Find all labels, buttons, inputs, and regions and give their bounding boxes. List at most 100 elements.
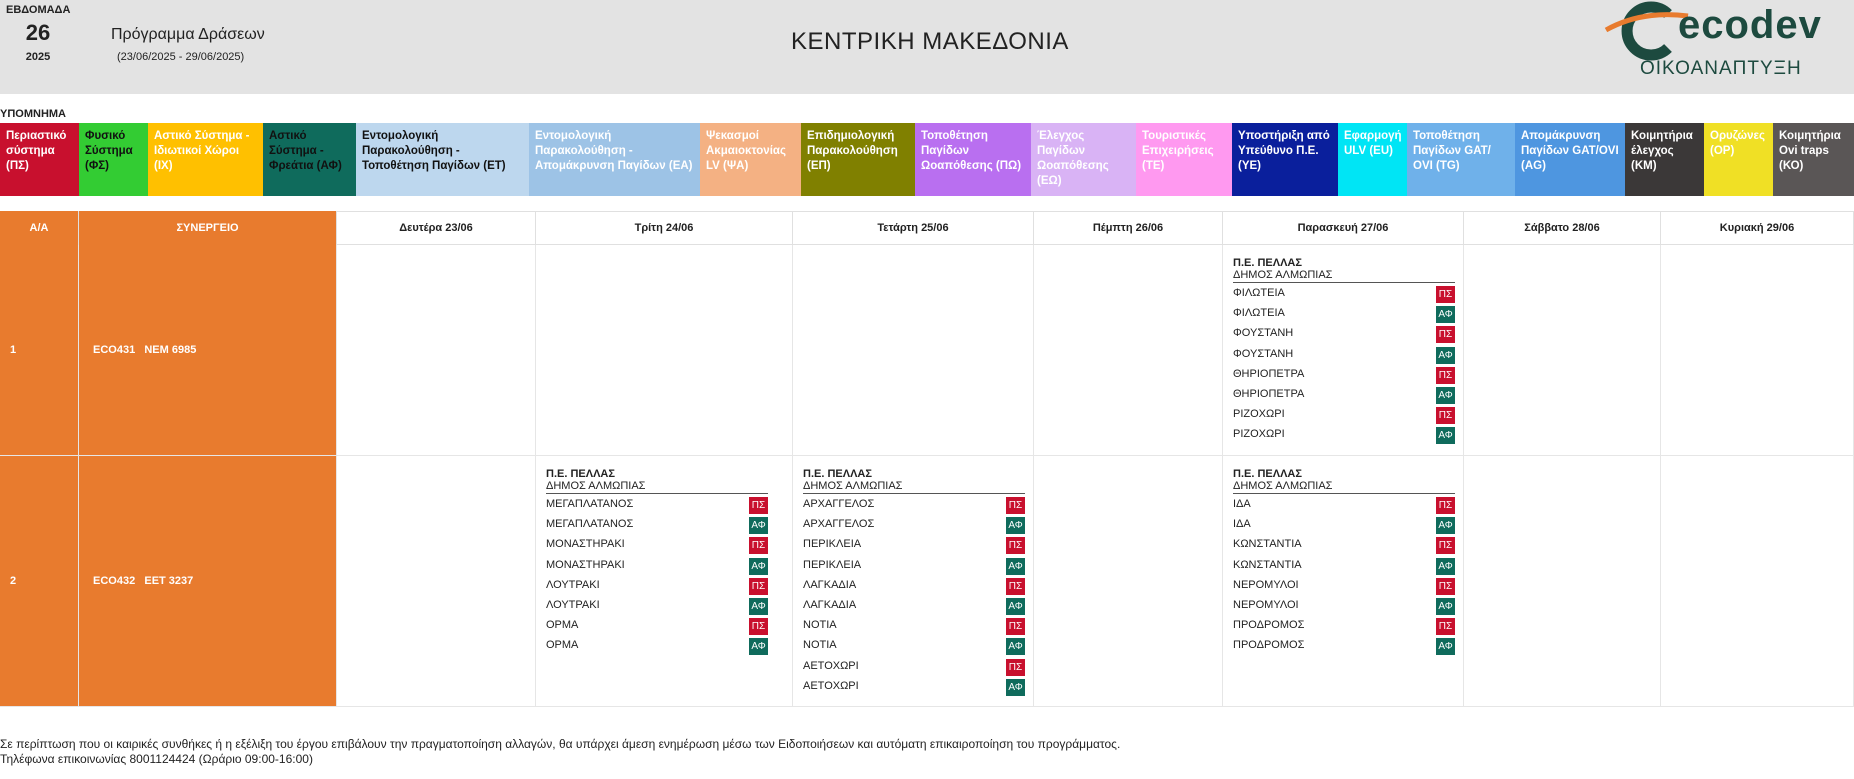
place-name: ΦΙΛΩΤΕΙΑ — [1233, 307, 1285, 320]
list-item: ΦΙΛΩΤΕΙΑ ΑΦ — [1233, 306, 1455, 326]
team-cell: ECO432 ΕΕΤ 3237 — [79, 456, 337, 707]
schedule-cell[interactable] — [1661, 456, 1854, 707]
schedule-cell[interactable] — [1034, 456, 1223, 707]
system-code-badge: ΠΣ — [749, 497, 768, 514]
list-item: ΑΡΧΑΓΓΕΛΟΣ ΠΣ — [803, 497, 1025, 517]
schedule-cell[interactable]: Π.Ε. ΠΕΛΛΑΣ ΔΗΜΟΣ ΑΛΜΩΠΙΑΣ ΦΙΛΩΤΕΙΑ ΠΣ ΦΙΛΩΤ… — [1223, 245, 1464, 456]
place-name: ΟΡΜΑ — [546, 639, 579, 652]
list-item: ΜΟΝΑΣΤΗΡΑΚΙ ΠΣ — [546, 537, 768, 557]
list-item: ΘΗΡΙΟΠΕΤΡΑ ΠΣ — [1233, 366, 1455, 387]
legend-item: Εντομολογική Παρακολούθηση - Τοποθέτηση … — [356, 123, 529, 196]
list-item: ΟΡΜΑ ΑΦ — [546, 638, 768, 658]
schedule-cell[interactable] — [1464, 456, 1661, 707]
schedule-cell[interactable] — [337, 456, 536, 707]
team-name: ECO431 ΝΕΜ 6985 — [93, 343, 197, 356]
system-code-badge: ΑΦ — [749, 638, 768, 656]
list-item: ΛΑΓΚΑΔΙΑ ΠΣ — [803, 577, 1025, 598]
system-code-badge: ΠΣ — [749, 618, 768, 636]
list-item: ΜΕΓΑΠΛΑΤΑΝΟΣ ΠΣ — [546, 497, 768, 517]
legend-item: Ορυζώνες (ΟΡ) — [1704, 123, 1773, 196]
legend-item: Απομάκρυνση Παγίδων GAT/OVI (AG) — [1515, 123, 1625, 196]
footer-phone: Τηλέφωνα επικοινωνίας 8001124424 (Ωράριο… — [0, 752, 313, 766]
schedule-cell[interactable] — [793, 245, 1034, 456]
list-item: ΜΕΓΑΠΛΑΤΑΝΟΣ ΑΦ — [546, 517, 768, 537]
team-header: ΣΥΝΕΡΓΕΙΟ — [79, 211, 337, 245]
place-name: ΡΙΖΟΧΩΡΙ — [1233, 408, 1285, 421]
legend-item: Τοποθέτηση Παγίδων Ωοαπόθεσης (ΠΩ) — [915, 123, 1031, 196]
day-header: Κυριακή 29/06 — [1661, 211, 1854, 245]
municipality-name: ΔΗΜΟΣ ΑΛΜΩΠΙΑΣ — [1233, 480, 1455, 494]
row-number-cell: 2 — [0, 456, 79, 707]
municipality-name: ΔΗΜΟΣ ΑΛΜΩΠΙΑΣ — [803, 480, 1025, 494]
place-name: ΠΕΡΙΚΛΕΙΑ — [803, 538, 862, 551]
list-item: ΠΡΟΔΡΟΜΟΣ ΠΣ — [1233, 618, 1455, 638]
row-number: 2 — [10, 574, 17, 587]
place-name: ΚΩΝΣΤΑΝΤΙΑ — [1233, 558, 1302, 571]
system-code-badge: ΠΣ — [1436, 577, 1455, 595]
system-code-badge: ΠΣ — [1436, 366, 1455, 384]
schedule-cell[interactable] — [1034, 245, 1223, 456]
system-code-badge: ΑΦ — [1436, 346, 1455, 364]
list-item: ΙΔΑ ΑΦ — [1233, 517, 1455, 537]
list-item: ΑΕΤΟΧΩΡΙ ΠΣ — [803, 658, 1025, 679]
program-range: (23/06/2025 - 29/06/2025) — [117, 51, 245, 63]
legend-item: Φυσικό Σύστημα (ΦΣ) — [79, 123, 148, 196]
schedule-cell[interactable]: Π.Ε. ΠΕΛΛΑΣ ΔΗΜΟΣ ΑΛΜΩΠΙΑΣ ΜΕΓΑΠΛΑΤΑΝΟΣ ΠΣ Μ… — [536, 456, 793, 707]
place-name: ΡΙΖΟΧΩΡΙ — [1233, 428, 1285, 441]
place-name: ΠΡΟΔΡΟΜΟΣ — [1233, 639, 1305, 652]
schedule-block: Π.Ε. ΠΕΛΛΑΣ ΔΗΜΟΣ ΑΛΜΩΠΙΑΣ ΜΕΓΑΠΛΑΤΑΝΟΣ ΠΣ Μ… — [546, 468, 768, 659]
system-code-badge: ΑΦ — [1006, 678, 1025, 696]
place-name: ΝΕΡΟΜΥΛΟΙ — [1233, 578, 1299, 591]
list-item: ΛΑΓΚΑΔΙΑ ΑΦ — [803, 597, 1025, 618]
list-item: ΝΕΡΟΜΥΛΟΙ ΠΣ — [1233, 577, 1455, 598]
system-code-badge: ΑΦ — [1436, 306, 1455, 324]
day-header: Πέμπτη 26/06 — [1034, 211, 1223, 245]
schedule-cell[interactable]: Π.Ε. ΠΕΛΛΑΣ ΔΗΜΟΣ ΑΛΜΩΠΙΑΣ ΑΡΧΑΓΓΕΛΟΣ ΠΣ ΑΡΧ… — [793, 456, 1034, 707]
list-item: ΦΟΥΣΤΑΝΗ ΠΣ — [1233, 326, 1455, 346]
list-item: ΜΟΝΑΣΤΗΡΑΚΙ ΑΦ — [546, 557, 768, 578]
schedule-cell[interactable] — [1661, 245, 1854, 456]
schedule-cell[interactable] — [536, 245, 793, 456]
system-code-badge: ΠΣ — [1436, 326, 1455, 344]
list-item: ΘΗΡΙΟΠΕΤΡΑ ΑΦ — [1233, 386, 1455, 407]
unit-name: Π.Ε. ΠΕΛΛΑΣ — [803, 468, 872, 480]
legend-title: ΥΠΟΜΝΗΜΑ — [0, 108, 66, 120]
place-name: ΝΕΡΟΜΥΛΟΙ — [1233, 598, 1299, 611]
place-name: ΝΟΤΙΑ — [803, 639, 837, 652]
place-name: ΛΑΓΚΑΔΙΑ — [803, 598, 857, 611]
place-name: ΜΟΝΑΣΤΗΡΑΚΙ — [546, 558, 625, 571]
system-code-badge: ΑΦ — [749, 597, 768, 615]
place-name: ΙΔΑ — [1233, 518, 1251, 531]
place-name: ΛΟΥΤΡΑΚΙ — [546, 578, 600, 591]
system-code-badge: ΑΦ — [1436, 427, 1455, 445]
logo-subtitle: ΟΙΚΟΑΝΑΠΤΥΞΗ — [1640, 58, 1802, 79]
legend-item: Έλεγχος Παγίδων Ωοαπόθεσης (ΕΩ) — [1031, 123, 1136, 196]
system-code-badge: ΑΦ — [1436, 517, 1455, 535]
system-code-badge: ΠΣ — [1436, 407, 1455, 425]
place-name: ΘΗΡΙΟΠΕΤΡΑ — [1233, 387, 1305, 400]
legend-item: Περιαστικό σύστημα (ΠΣ) — [0, 123, 79, 196]
aa-header: Α/Α — [0, 211, 79, 245]
legend-item: Εφαρμογή ULV (EU) — [1338, 123, 1407, 196]
day-header: Τρίτη 24/06 — [536, 211, 793, 245]
schedule-block: Π.Ε. ΠΕΛΛΑΣ ΔΗΜΟΣ ΑΛΜΩΠΙΑΣ ΦΙΛΩΤΕΙΑ ΠΣ ΦΙΛΩΤ… — [1233, 257, 1455, 448]
legend-item: Υποστήριξη από Υπεύθυνο Π.Ε. (ΥΕ) — [1232, 123, 1338, 196]
system-code-badge: ΠΣ — [1006, 537, 1025, 555]
schedule-cell[interactable]: Π.Ε. ΠΕΛΛΑΣ ΔΗΜΟΣ ΑΛΜΩΠΙΑΣ ΙΔΑ ΠΣ ΙΔΑ ΑΦ ΚΩΝΣΤ… — [1223, 456, 1464, 707]
place-name: ΠΡΟΔΡΟΜΟΣ — [1233, 619, 1305, 632]
system-code-badge: ΠΣ — [1436, 537, 1455, 555]
system-code-badge: ΠΣ — [1006, 577, 1025, 595]
system-code-badge: ΠΣ — [1006, 497, 1025, 514]
schedule-cell[interactable] — [337, 245, 536, 456]
list-item: ΑΕΤΟΧΩΡΙ ΑΦ — [803, 678, 1025, 699]
place-name: ΛΑΓΚΑΔΙΑ — [803, 578, 857, 591]
schedule-cell[interactable] — [1464, 245, 1661, 456]
place-name: ΑΡΧΑΓΓΕΛΟΣ — [803, 518, 875, 531]
place-name: ΑΕΤΟΧΩΡΙ — [803, 659, 859, 672]
schedule-block: Π.Ε. ΠΕΛΛΑΣ ΔΗΜΟΣ ΑΛΜΩΠΙΑΣ ΙΔΑ ΠΣ ΙΔΑ ΑΦ ΚΩΝΣΤ… — [1233, 468, 1455, 659]
list-item: ΚΩΝΣΤΑΝΤΙΑ ΑΦ — [1233, 557, 1455, 578]
system-code-badge: ΑΦ — [749, 517, 768, 535]
week-number: 26 — [25, 20, 51, 45]
system-code-badge: ΑΦ — [1006, 517, 1025, 535]
day-header: Σάββατο 28/06 — [1464, 211, 1661, 245]
